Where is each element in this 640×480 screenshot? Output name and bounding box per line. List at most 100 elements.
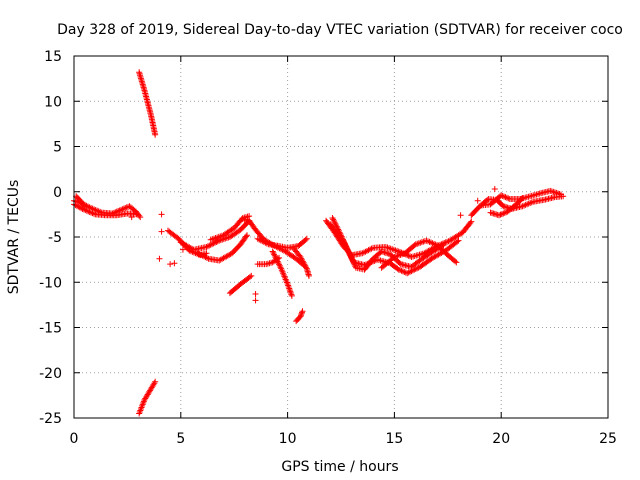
data-point [206,242,213,249]
data-point [401,268,408,275]
x-tick-label: 15 [385,431,403,447]
data-point [211,239,218,246]
data-point [156,255,163,262]
data-point [82,207,89,214]
data-point [501,193,508,200]
data-point [518,196,525,203]
data-point [371,257,378,264]
data-point [344,246,351,253]
data-point [503,194,510,201]
data-point [288,291,295,298]
data-point [90,210,97,217]
data-point [347,252,354,259]
data-point [284,281,291,288]
data-point [213,239,220,246]
y-tick-label: 15 [44,49,62,65]
data-point [367,259,374,266]
data-point [299,308,306,315]
data-point [287,289,294,296]
data-point [252,291,259,298]
data-point [171,260,178,267]
y-tick-label: -15 [39,321,62,337]
x-tick-label: 10 [279,431,297,447]
data-point [88,209,95,216]
data-point [343,244,350,251]
data-point [399,268,406,275]
data-point [128,214,135,221]
data-point [412,265,419,272]
data-point [365,260,372,267]
data-point [167,261,174,268]
data-point [85,208,92,215]
data-point [368,259,375,266]
data-point [297,313,304,320]
data-point [275,259,282,266]
x-tick-label: 0 [70,431,79,447]
data-point [440,242,447,249]
data-point [136,212,143,219]
data-point [417,239,424,246]
data-point [80,201,87,208]
y-tick-label: -10 [39,275,62,291]
data-point [270,249,277,256]
data-point [271,252,278,259]
data-point [297,312,304,319]
data-point [243,233,250,240]
ticks-layer: 0 5 10 15 20 25 15 10 5 0 -5 -10 -15 -20 -25 [39,49,617,447]
data-point [398,267,405,274]
data-point [497,211,504,218]
data-point [135,211,142,218]
data-point [331,219,338,226]
data-point [303,264,310,271]
data-point [214,238,221,245]
data-point [454,238,461,245]
data-point [203,250,210,257]
data-point [298,310,305,317]
data-point [550,188,557,195]
data-point [414,265,421,272]
data-point [519,195,526,202]
data-point [287,288,294,295]
data-point [303,235,310,242]
data-point [152,378,159,385]
data-point [361,262,368,269]
data-point [395,266,402,273]
data-point [498,211,505,218]
data-point [346,250,353,257]
data-point [276,262,283,269]
chart-title: Day 328 of 2019, Sidereal Day-to-day VTE… [57,22,623,38]
data-point [505,195,512,202]
data-point [340,239,347,246]
x-axis-label: GPS time / hours [281,459,398,475]
data-layer [71,69,567,417]
data-point [364,260,371,267]
y-axis-label: SDTVAR / TECUs [6,180,22,295]
data-point [158,228,165,235]
data-point [285,284,292,291]
data-point [444,238,451,245]
data-point [246,273,253,280]
data-point [411,266,418,273]
data-point [248,272,255,279]
data-point [302,236,309,243]
data-point [396,260,403,267]
y-tick-label: -25 [39,411,62,427]
data-point [273,255,280,262]
data-point [276,261,283,268]
data-point [342,243,349,250]
x-tick-label: 5 [176,431,185,447]
data-point [405,252,412,259]
data-point [474,197,481,204]
data-point [330,217,337,224]
data-point [152,131,159,138]
data-point [404,270,411,277]
data-point [340,237,347,244]
x-tick-label: 25 [599,431,617,447]
data-point [349,256,356,263]
data-point [345,249,352,256]
data-point [491,186,498,193]
data-point [305,272,312,279]
data-point [120,205,127,212]
data-point [244,232,251,239]
